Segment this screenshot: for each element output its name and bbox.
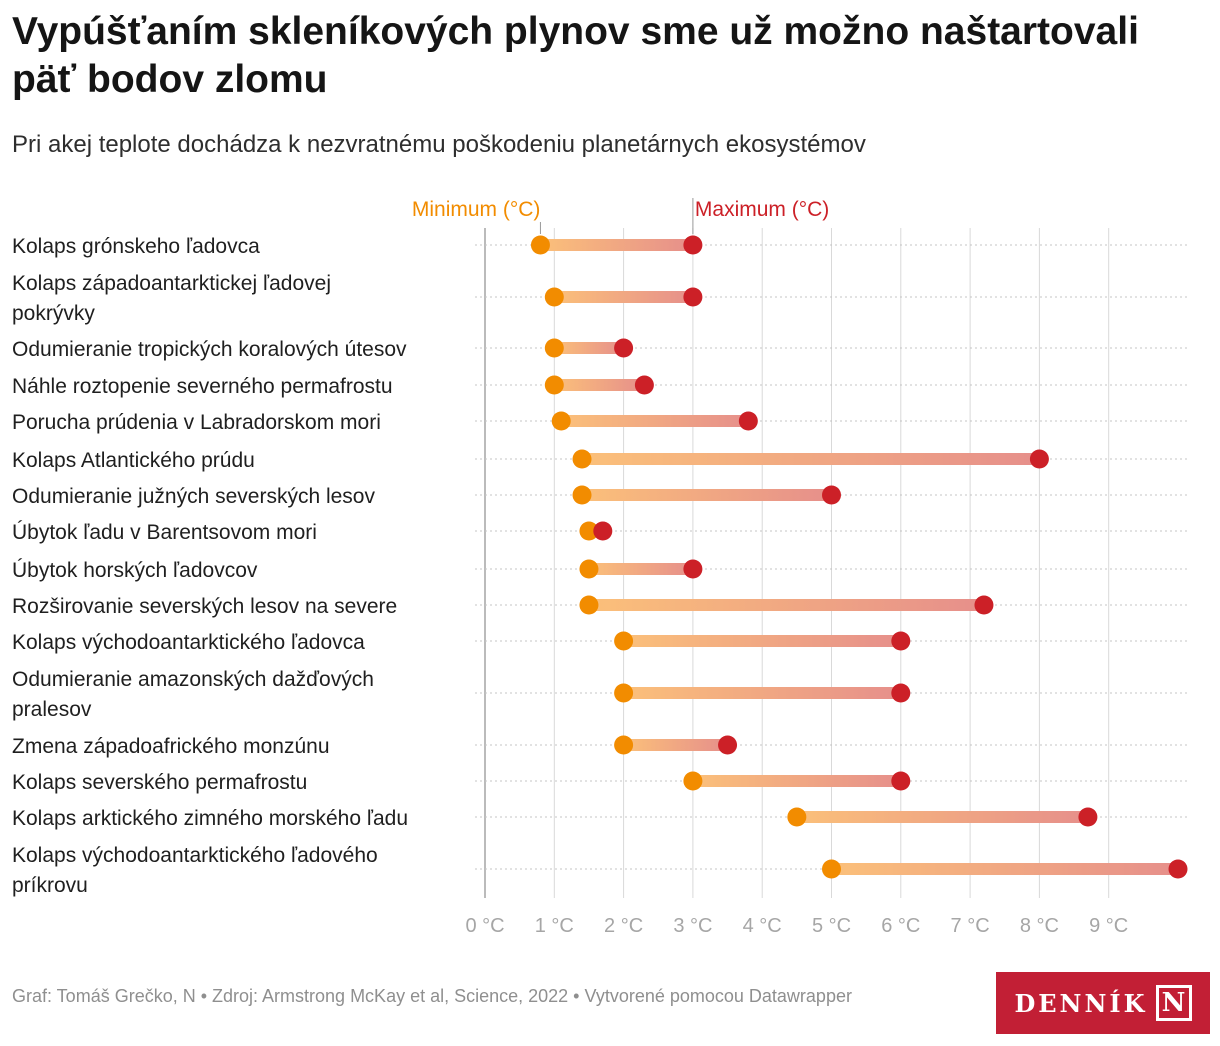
max-dot[interactable]	[614, 338, 634, 358]
row-label: pralesov	[12, 698, 92, 721]
row-label: Kolaps arktického zimného morského ľadu	[12, 807, 408, 830]
max-dot[interactable]	[634, 375, 654, 395]
max-dot[interactable]	[1029, 449, 1049, 469]
range-bar	[623, 687, 901, 699]
chart-title: Vypúšťaním skleníkových plynov sme už mo…	[12, 10, 1139, 101]
x-tick-label: 5 °C	[812, 915, 851, 937]
range-bar	[831, 863, 1178, 875]
chart-subtitle: Pri akej teplote dochádza k nezvratnému …	[12, 131, 866, 158]
max-dot[interactable]	[718, 735, 738, 755]
max-dot[interactable]	[891, 771, 911, 791]
logo-n-icon: N	[1155, 985, 1192, 1021]
row-label: Rozširovanie severských lesov na severe	[12, 595, 397, 618]
min-dot[interactable]	[544, 287, 564, 307]
row-label: Kolaps Atlantického prúdu	[12, 449, 255, 472]
range-bar	[554, 291, 693, 303]
min-dot[interactable]	[544, 375, 564, 395]
max-dot[interactable]	[891, 631, 911, 651]
row-label: Náhle roztopenie severného permafrostu	[12, 375, 393, 398]
x-tick-label: 9 °C	[1089, 915, 1128, 937]
range-bar	[796, 811, 1088, 823]
row-label: Úbytok horských ľadovcov	[12, 559, 258, 582]
range-bar	[588, 599, 984, 611]
x-tick-label: 7 °C	[951, 915, 990, 937]
row-label: Kolaps východoantarktického ľadovca	[12, 631, 365, 654]
row-label: Kolaps grónskeho ľadovca	[12, 235, 260, 258]
min-dot[interactable]	[572, 449, 592, 469]
chart-footer: Graf: Tomáš Grečko, N • Zdroj: Armstrong…	[12, 986, 852, 1006]
max-dot[interactable]	[891, 683, 911, 703]
min-dot[interactable]	[787, 807, 807, 827]
min-dot[interactable]	[579, 559, 599, 579]
max-dot[interactable]	[738, 411, 758, 431]
x-tick-label: 1 °C	[535, 915, 574, 937]
x-tick-label: 6 °C	[881, 915, 920, 937]
max-dot[interactable]	[822, 485, 841, 505]
row-label: Kolaps západoantarktickej ľadovej	[12, 272, 331, 295]
legend-min-label: Minimum (°C)	[412, 198, 541, 221]
legend-max-label: Maximum (°C)	[695, 198, 829, 221]
min-dot[interactable]	[579, 595, 599, 615]
row-label: Kolaps severského permafrostu	[12, 771, 307, 794]
max-dot[interactable]	[683, 287, 703, 307]
min-dot[interactable]	[551, 411, 571, 431]
x-tick-label: 3 °C	[673, 915, 712, 937]
min-dot[interactable]	[822, 859, 841, 879]
max-dot[interactable]	[1168, 859, 1188, 879]
row-label: Odumieranie amazonských dažďových	[12, 668, 374, 691]
range-bar	[623, 635, 901, 647]
max-dot[interactable]	[593, 521, 613, 541]
range-bar	[582, 489, 832, 501]
min-dot[interactable]	[683, 771, 703, 791]
row-label: Zmena západoafrického monzúnu	[12, 735, 330, 758]
dumbbell-chart: Kolaps grónskeho ľadovca Kolaps západoant…	[12, 198, 1188, 937]
range-bar	[554, 342, 624, 354]
row-label: Kolaps východoantarktického ľadového	[12, 844, 378, 867]
range-bar	[582, 453, 1040, 465]
row-label: Odumieranie tropických koralových útesov	[12, 338, 407, 361]
row-label: Odumieranie južných severských lesov	[12, 485, 375, 508]
max-dot[interactable]	[974, 595, 994, 615]
range-bar	[588, 563, 693, 575]
logo-wordmark: DENNÍK	[1014, 988, 1148, 1018]
min-dot[interactable]	[614, 631, 634, 651]
min-dot[interactable]	[572, 485, 592, 505]
row-label: Porucha prúdenia v Labradorskom mori	[12, 411, 381, 434]
range-bar	[561, 415, 749, 427]
dennik-n-logo[interactable]: DENNÍK N	[996, 972, 1210, 1034]
min-dot[interactable]	[530, 235, 550, 255]
range-bar	[540, 239, 693, 251]
max-dot[interactable]	[1078, 807, 1098, 827]
range-bar	[623, 739, 728, 751]
x-tick-label: 2 °C	[604, 915, 643, 937]
range-bar	[692, 775, 901, 787]
row-label: Úbytok ľadu v Barentsovom mori	[12, 521, 317, 544]
range-bar	[554, 379, 645, 391]
row-label: pokrývky	[12, 302, 95, 325]
min-dot[interactable]	[544, 338, 564, 358]
x-tick-label: 4 °C	[743, 915, 782, 937]
max-dot[interactable]	[683, 235, 703, 255]
max-dot[interactable]	[683, 559, 703, 579]
min-dot[interactable]	[579, 521, 599, 541]
row-label: príkrovu	[12, 874, 88, 897]
x-tick-label: 8 °C	[1020, 915, 1059, 937]
min-dot[interactable]	[614, 683, 634, 703]
x-tick-label: 0 °C	[465, 915, 504, 937]
min-dot[interactable]	[614, 735, 634, 755]
